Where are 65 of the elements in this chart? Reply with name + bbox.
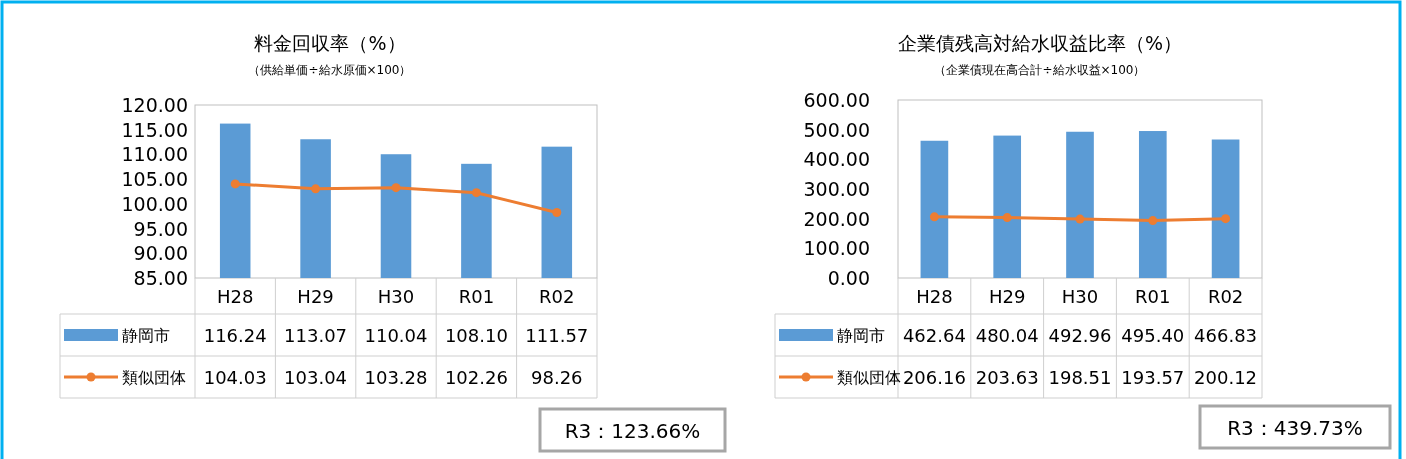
legend-label: 類似団体 [122, 368, 186, 387]
data-label: 116.24 [203, 325, 267, 346]
data-label: 466.83 [1194, 325, 1258, 346]
chart-subtitle: （供給単価÷給水原価×100） [248, 63, 412, 77]
point [552, 207, 562, 217]
data-label: 113.07 [284, 325, 348, 346]
x-tick-label: R02 [539, 286, 575, 307]
data-label: 104.03 [203, 367, 267, 388]
data-label: 103.28 [364, 367, 428, 388]
point [311, 184, 321, 194]
data-label: 480.04 [975, 325, 1039, 346]
legend-label: 類似団体 [837, 368, 901, 387]
y-tick-label: 85.00 [133, 267, 188, 289]
point [230, 179, 240, 189]
y-tick-label: 110.00 [121, 143, 188, 166]
y-tick-label: 600.00 [803, 89, 870, 111]
x-tick-label: R02 [1207, 286, 1244, 307]
data-label: 203.63 [975, 367, 1039, 388]
data-label: 103.04 [284, 367, 348, 388]
x-tick-label: H28 [916, 286, 953, 307]
data-label: 111.57 [525, 325, 589, 346]
x-tick-label: R01 [458, 286, 495, 307]
x-tick-label: H29 [988, 286, 1026, 307]
bar [993, 135, 1022, 278]
y-tick-label: 90.00 [133, 242, 188, 265]
data-label: 98.26 [531, 367, 583, 388]
data-label: 193.57 [1121, 367, 1185, 388]
bar [920, 140, 949, 278]
x-tick-label: R01 [1135, 286, 1171, 307]
text: R3：123.66% [564, 419, 701, 443]
chart-title: 料金回収率（%） [254, 32, 406, 54]
y-tick-label: 400.00 [803, 148, 870, 171]
data-label: 495.40 [1121, 325, 1185, 346]
data-label: 206.16 [902, 367, 966, 388]
y-tick-label: 300.00 [803, 178, 870, 200]
point [391, 183, 401, 193]
bar [1138, 131, 1167, 278]
y-tick-label: 105.00 [121, 168, 188, 191]
x-tick-label: H30 [1061, 286, 1099, 307]
legend-label: 静岡市 [122, 326, 170, 345]
y-tick-label: 100.00 [121, 192, 188, 215]
bar [1211, 139, 1240, 278]
data-label: 108.10 [444, 325, 508, 346]
x-tick-label: H30 [377, 286, 415, 307]
y-tick-label: 100.00 [803, 237, 870, 260]
bar [1066, 131, 1094, 278]
data-label: 102.26 [444, 367, 508, 388]
data-label: 462.64 [902, 325, 966, 346]
data-label: 198.51 [1048, 367, 1112, 388]
legend-label: 静岡市 [837, 326, 885, 345]
y-tick-label: 0.00 [827, 267, 870, 289]
y-tick-label: 500.00 [803, 118, 870, 141]
data-label: 200.12 [1194, 367, 1258, 388]
y-tick-label: 120.00 [121, 94, 188, 116]
x-tick-label: H28 [216, 286, 254, 307]
point [471, 188, 481, 198]
chart-title: 企業債残高対給水収益比率（%） [897, 32, 1183, 54]
chart-subtitle: （企業債現在高合計÷給水収益×100） [934, 63, 1146, 77]
y-tick-label: 115.00 [121, 118, 188, 141]
y-tick-label: 95.00 [133, 217, 188, 240]
data-label: 110.04 [364, 325, 428, 346]
y-tick-label: 200.00 [803, 207, 870, 230]
data-label: 492.96 [1048, 325, 1112, 346]
text: R3：439.73% [1227, 416, 1363, 440]
x-tick-label: H29 [297, 286, 334, 307]
